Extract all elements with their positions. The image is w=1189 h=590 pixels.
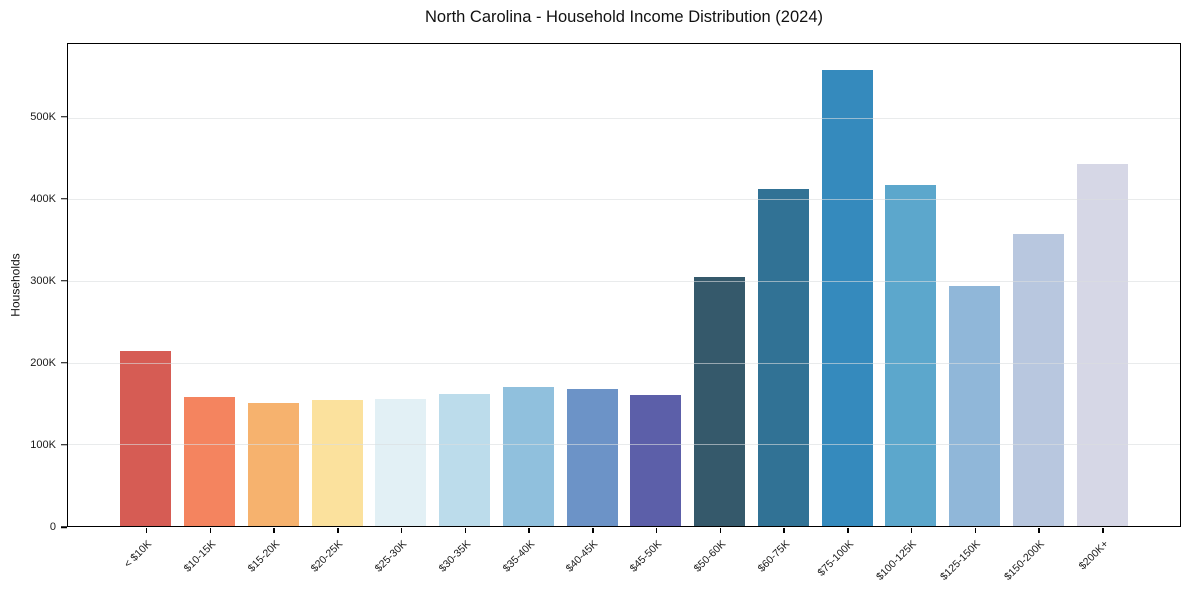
x-tick-label: $30-35K [436,538,474,575]
bar-slot: $40-45K [560,44,624,575]
bar-slot: $60-75K [752,44,816,575]
bar-slot: $45-50K [624,44,688,575]
x-tick-label: $60-75K [755,538,792,575]
y-tick-label: 300K [30,274,56,287]
bar-$30-35K [439,393,491,526]
x-tick-label: $50-60K [691,538,729,575]
x-tick-label: $35-40K [500,538,537,575]
bar-$45-50K [630,395,682,526]
bar-$15-20K [247,403,299,526]
bar-$75-100K [821,70,873,526]
bar-$25-30K [375,398,427,526]
bar-< $10K [120,351,172,526]
y-axis-ticks: 0 100K 200K 300K 400K 500K [0,43,67,533]
bar-slot: $100-125K [875,44,943,583]
x-tick-mark [847,527,849,533]
y-tick-label: 500K [30,110,56,123]
bar-slot: $10-15K [178,44,242,575]
bar-slot: < $10K [114,44,178,570]
y-tick-mark [61,280,67,282]
x-tick-label: $10-15K [181,538,219,575]
y-tick-mark [61,116,67,118]
x-tick-mark [337,527,339,533]
y-tick-mark [61,444,67,446]
y-tick-mark [61,362,67,364]
x-tick-mark [719,527,722,533]
x-tick-label: $45-50K [627,538,665,575]
bar-$125-150K [949,285,1001,526]
x-tick-mark [464,527,467,533]
bar-slot: $150-200K [1002,44,1071,583]
x-tick-label: $25-30K [372,538,410,575]
x-tick-mark [273,527,275,533]
bar-slot: $50-60K [688,44,752,575]
x-tick-label: $15-20K [245,538,282,575]
x-tick-label: < $10K [122,538,155,571]
x-tick-label: $200K+ [1076,538,1111,573]
bar-slot: $125-150K [938,44,1007,583]
x-tick-label: $40-45K [564,538,601,575]
y-tick-label: 100K [30,438,56,451]
x-tick-label: $125-150K [938,538,984,583]
bar-$40-45K [566,388,618,526]
bar-$10-15K [184,396,236,526]
y-tick-label: 200K [30,356,56,369]
x-tick-mark [655,527,658,533]
bar-$20-25K [311,400,363,526]
x-tick-label: $150-200K [1002,538,1047,583]
bar-slot: $20-25K [305,44,369,575]
bar-$50-60K [694,276,746,526]
bar-$35-40K [502,387,554,526]
y-tick-label: 400K [30,192,56,205]
bar-$100-125K [885,184,937,526]
y-tick-label: 0 [49,521,56,533]
x-tick-mark [145,527,148,533]
plot-area: < $10K $10-15K $15-20K $20-25K $25-30K $30-35… [67,43,1181,583]
bar-slot: $75-100K [815,44,879,579]
x-tick-label: $100-125K [874,538,920,583]
bar-$200K+ [1076,164,1128,526]
y-tick-mark [61,526,67,528]
x-tick-mark [1038,527,1040,533]
x-tick-mark [209,527,212,533]
bar-slot: $15-20K [242,44,306,575]
x-tick-mark [783,527,785,533]
chart-title: North Carolina - Household Income Distri… [424,8,824,26]
bar-$150-200K [1012,234,1064,526]
bar-slot: $35-40K [497,44,561,575]
bars-container: < $10K $10-15K $15-20K $20-25K $25-30K $30-35… [68,44,1180,583]
y-tick-mark [61,198,67,200]
bar-slot: $200K+ [1070,44,1134,572]
bar-slot: $30-35K [433,44,497,575]
x-tick-label: $20-25K [309,538,346,575]
x-tick-mark [592,527,594,533]
x-tick-mark [400,527,403,533]
bar-slot: $25-30K [369,44,433,575]
bar-$60-75K [757,188,809,526]
x-tick-mark [528,527,530,533]
x-tick-mark [1102,527,1104,533]
x-tick-label: $75-100K [814,538,856,579]
x-tick-mark [910,527,913,533]
x-tick-mark [974,527,977,533]
